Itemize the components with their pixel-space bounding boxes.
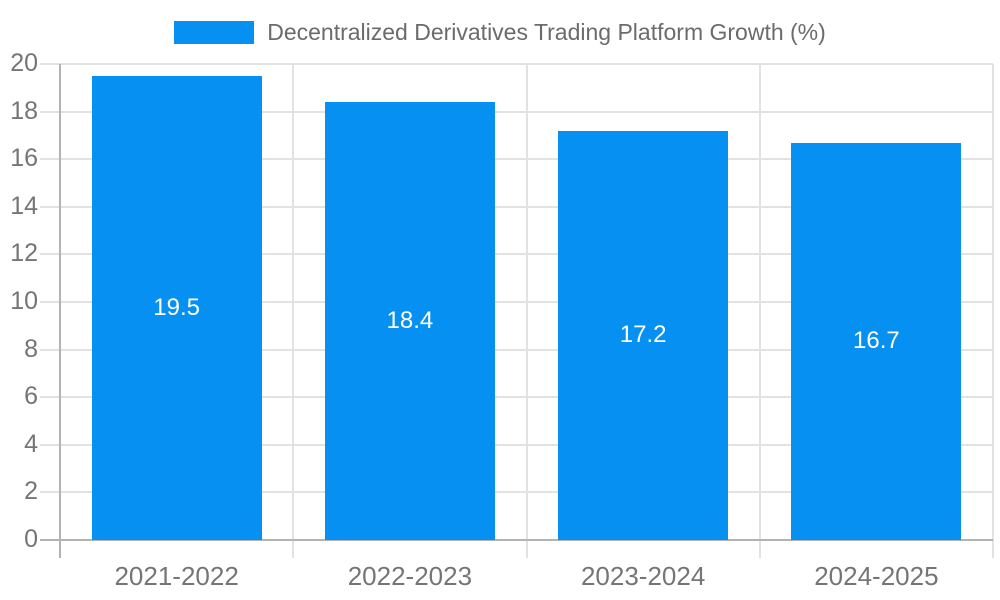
gridline-vertical xyxy=(525,64,528,558)
gridline-vertical xyxy=(758,64,761,558)
y-tick-label: 2 xyxy=(24,477,38,506)
y-tick-label: 18 xyxy=(10,96,38,125)
bar-value-label: 16.7 xyxy=(853,327,900,355)
x-axis-line xyxy=(40,539,993,541)
gridline-horizontal xyxy=(40,110,993,113)
y-tick-label: 20 xyxy=(10,48,38,77)
gridline-horizontal xyxy=(40,348,993,351)
gridline-vertical xyxy=(292,64,295,558)
x-tick-label: 2023-2024 xyxy=(580,561,706,591)
legend: Decentralized Derivatives Trading Platfo… xyxy=(0,19,1000,46)
y-tick-label: 14 xyxy=(10,191,38,220)
y-tick-label: 4 xyxy=(24,429,38,458)
x-tick-label: 2021-2022 xyxy=(114,561,239,591)
bar-value-label: 19.5 xyxy=(153,293,200,321)
gridline-vertical xyxy=(992,64,994,558)
bar-value-label: 18.4 xyxy=(386,307,434,335)
gridline-horizontal xyxy=(40,205,993,208)
gridline-horizontal xyxy=(40,491,993,494)
y-tick-label: 16 xyxy=(10,144,38,173)
legend-label: Decentralized Derivatives Trading Platfo… xyxy=(267,19,826,45)
bar: 19.5 xyxy=(91,75,262,540)
y-tick-label: 12 xyxy=(10,239,38,268)
gridline-horizontal xyxy=(40,301,993,303)
bar-value-label: 17.2 xyxy=(619,321,667,349)
y-tick-label: 0 xyxy=(24,524,38,553)
gridline-horizontal xyxy=(40,253,993,256)
y-tick-label: 10 xyxy=(10,286,38,315)
gridline-horizontal xyxy=(40,158,993,161)
y-tick-label: 8 xyxy=(24,334,38,363)
gridline-horizontal xyxy=(40,63,993,65)
bar: 18.4 xyxy=(324,102,495,540)
x-tick-label: 2024-2025 xyxy=(814,561,939,591)
legend-swatch xyxy=(174,21,255,44)
y-tick-label: 6 xyxy=(24,382,38,411)
gridline-horizontal xyxy=(40,443,993,446)
bar: 17.2 xyxy=(558,130,729,540)
y-axis-line xyxy=(59,64,61,558)
gridline-horizontal xyxy=(40,396,993,399)
x-tick-label: 2022-2023 xyxy=(347,561,473,591)
bar: 16.7 xyxy=(791,142,962,540)
